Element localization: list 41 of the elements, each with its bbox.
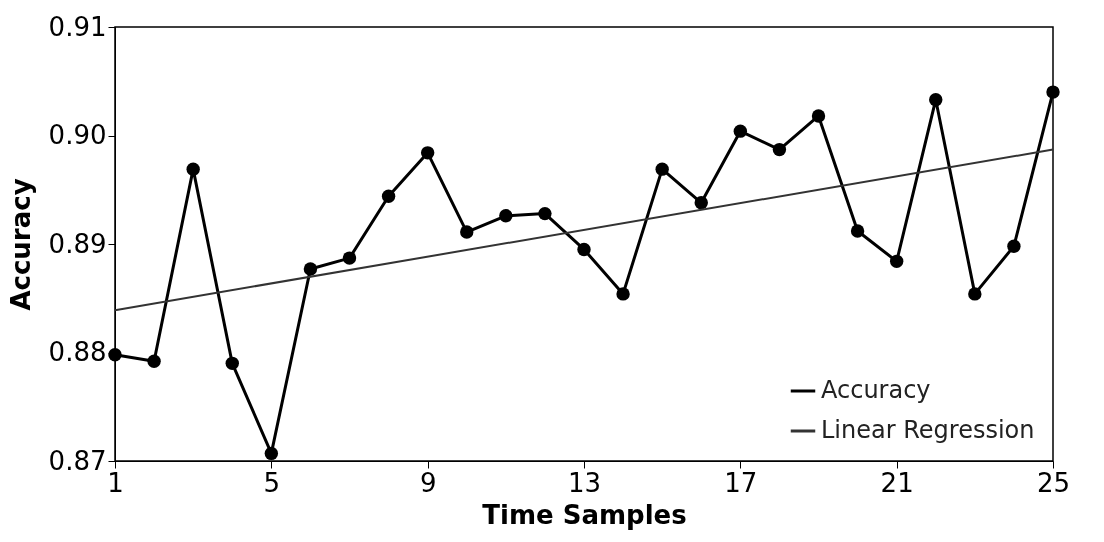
point bbox=[968, 287, 982, 301]
point bbox=[733, 124, 748, 138]
x-tick-label: 1 bbox=[107, 467, 124, 498]
point bbox=[499, 209, 513, 223]
legend-label: Accuracy bbox=[821, 376, 931, 404]
x-tick-label: 25 bbox=[1036, 467, 1071, 498]
point bbox=[1007, 239, 1021, 253]
legend-label: Linear Regression bbox=[821, 416, 1035, 444]
point bbox=[850, 224, 865, 238]
point bbox=[264, 446, 279, 461]
point bbox=[420, 146, 435, 160]
y-axis-title: Accuracy bbox=[5, 178, 36, 311]
point bbox=[655, 162, 669, 176]
point bbox=[577, 242, 591, 257]
point bbox=[108, 347, 122, 362]
y-tick-label: 0.87 bbox=[48, 445, 107, 476]
point bbox=[538, 206, 552, 221]
point bbox=[186, 162, 200, 176]
x-tick-label: 21 bbox=[880, 467, 914, 498]
x-axis-title: Time Samples bbox=[482, 499, 687, 530]
point bbox=[929, 93, 943, 107]
point bbox=[772, 142, 787, 157]
point bbox=[1046, 85, 1060, 99]
x-tick-label: 17 bbox=[724, 467, 758, 498]
y-tick-label: 0.89 bbox=[48, 228, 107, 259]
point bbox=[225, 356, 239, 371]
y-tick-label: 0.88 bbox=[48, 337, 107, 367]
point bbox=[616, 287, 630, 301]
x-tick-label: 13 bbox=[567, 467, 602, 498]
point bbox=[811, 109, 826, 123]
y-tick-label: 0.90 bbox=[48, 120, 107, 150]
point bbox=[381, 189, 396, 203]
x-tick-label: 9 bbox=[419, 467, 437, 498]
point bbox=[147, 354, 161, 368]
y-tick-label: 0.91 bbox=[48, 11, 107, 42]
point bbox=[342, 251, 357, 265]
point bbox=[460, 225, 474, 239]
point bbox=[889, 254, 904, 269]
point bbox=[694, 196, 708, 210]
x-tick-label: 5 bbox=[263, 467, 281, 498]
point bbox=[303, 262, 318, 276]
